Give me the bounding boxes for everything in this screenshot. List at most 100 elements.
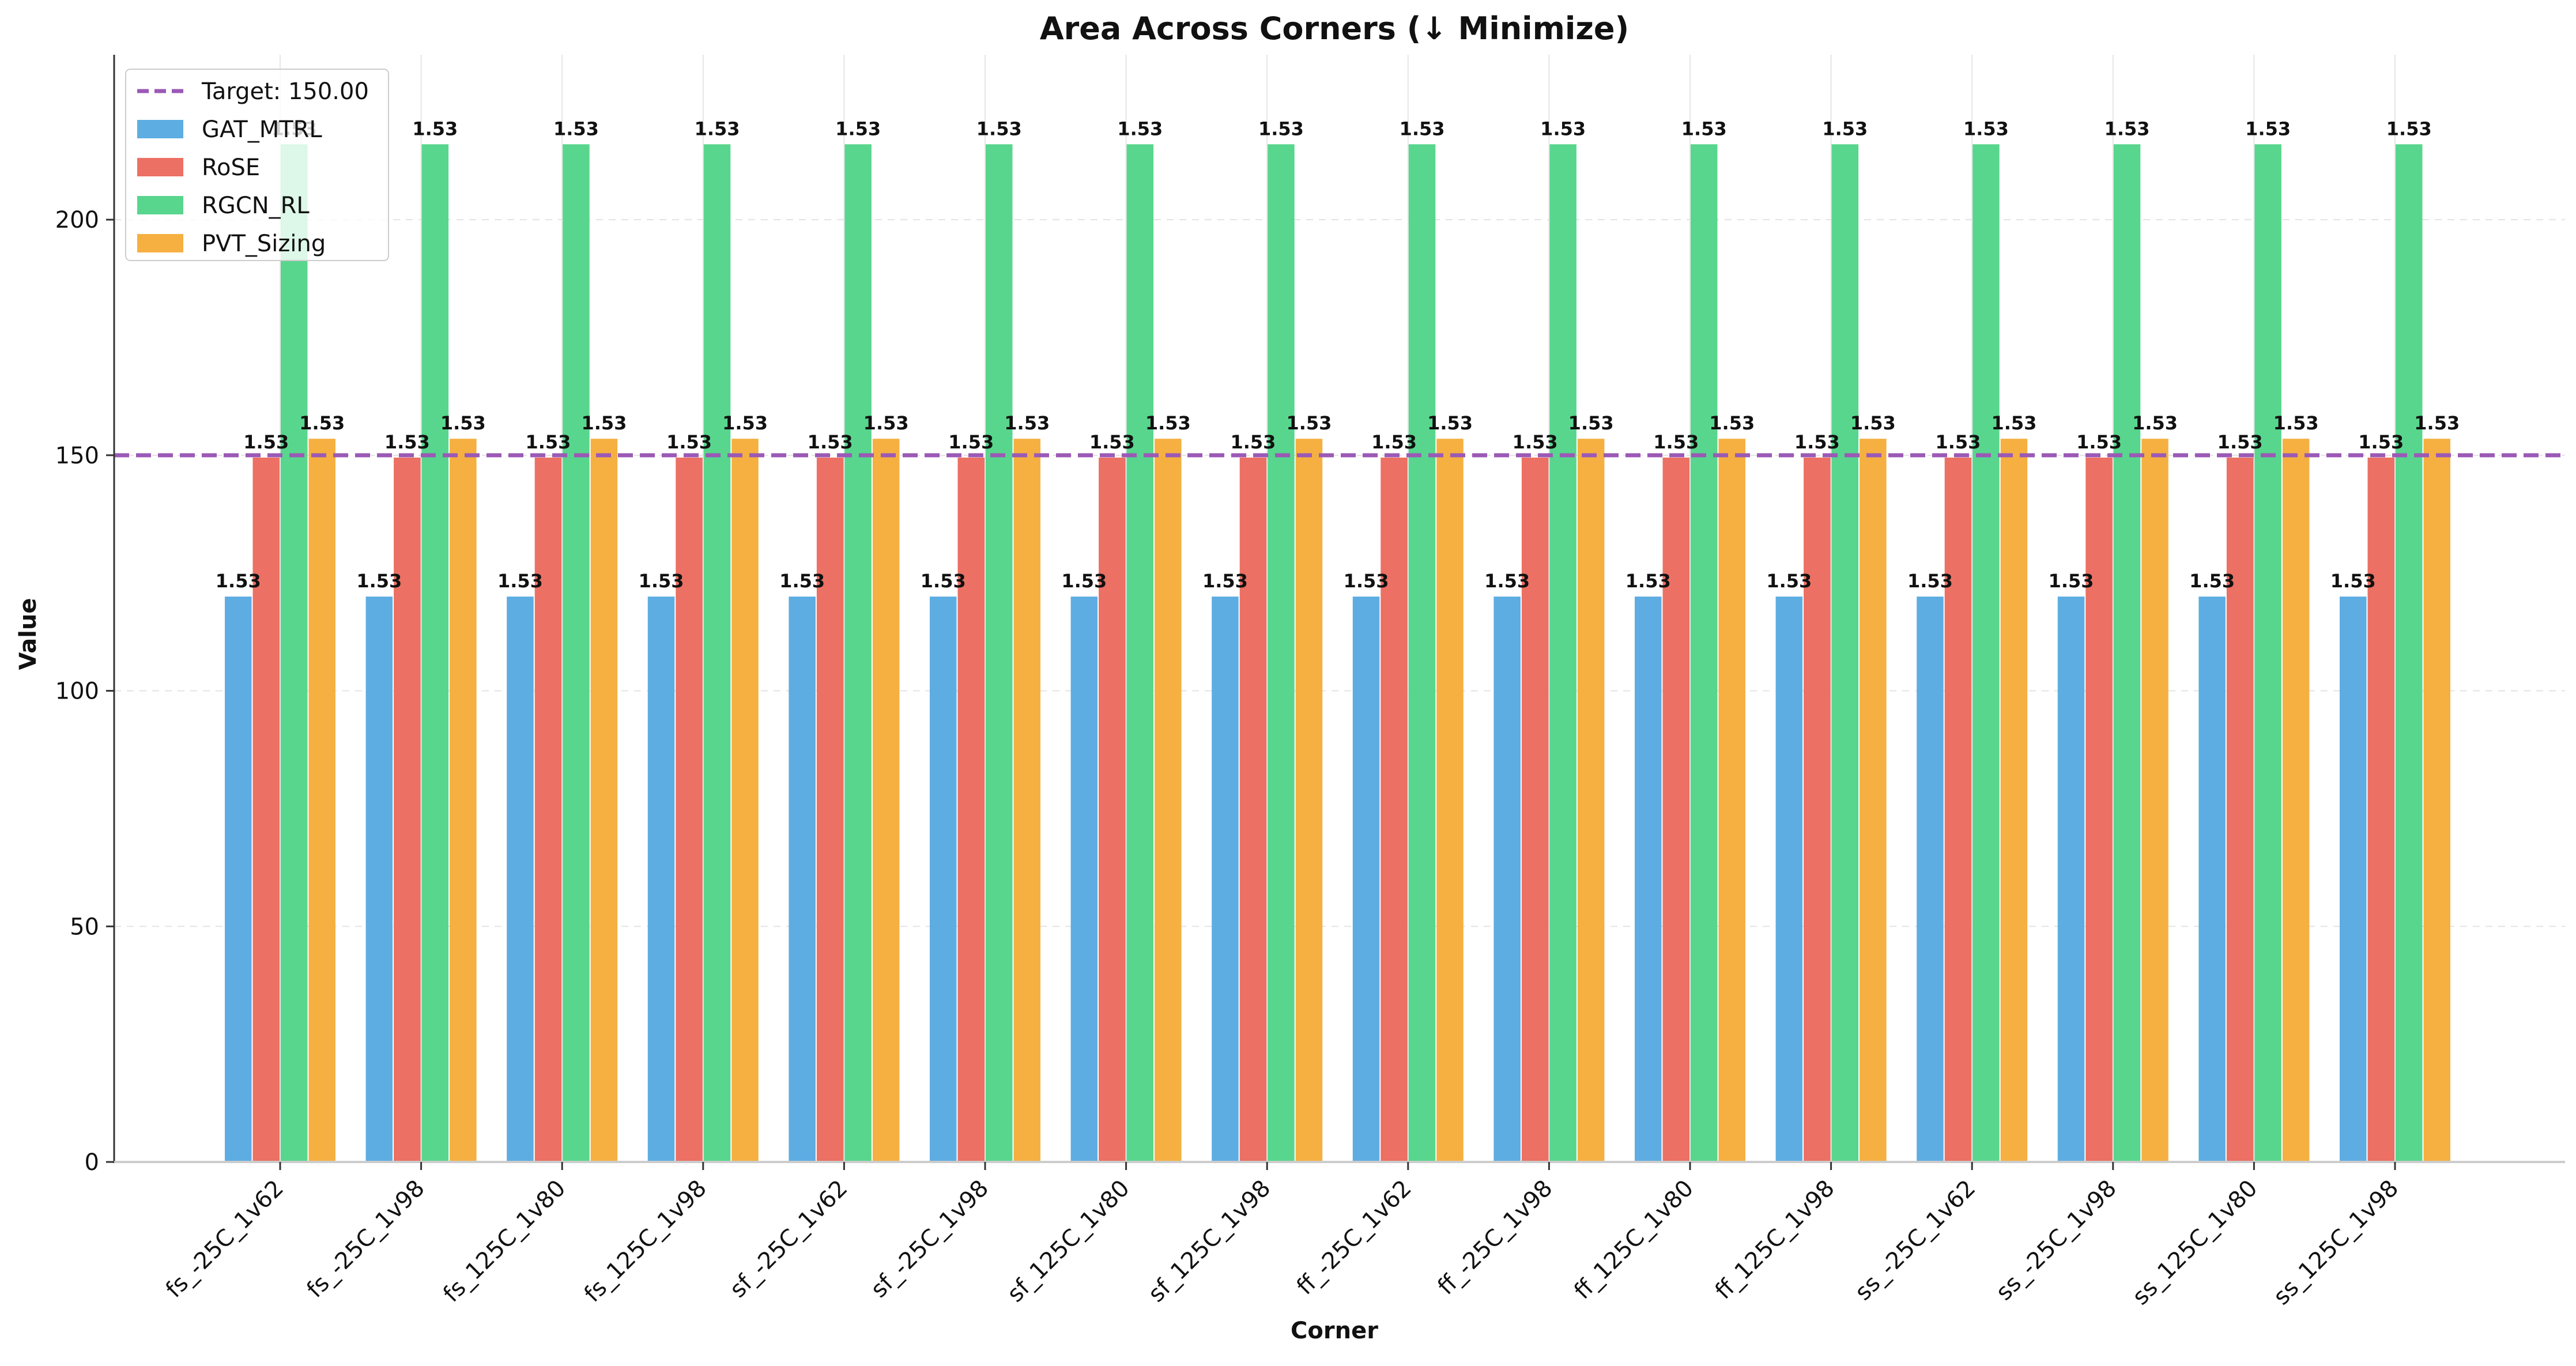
legend-label-rose: RoSE	[202, 154, 260, 181]
y-tick-label: 200	[55, 207, 99, 233]
bar-value-label: 1.53	[1681, 118, 1727, 139]
bar-gat_mtrl	[1493, 597, 1521, 1162]
x-tick-label: sf_-25C_1v62	[725, 1175, 853, 1303]
bar-rose	[816, 457, 844, 1162]
y-tick-label: 100	[55, 678, 99, 705]
bar-value-label: 1.53	[808, 431, 853, 453]
bar-value-label: 1.53	[1513, 431, 1558, 453]
x-tick-label: ss_-25C_1v98	[1991, 1175, 2122, 1306]
x-tick-label: sf_-25C_1v98	[866, 1175, 994, 1303]
bar-rgcn_rl	[703, 144, 731, 1162]
legend: Target: 150.00 GAT_MTRL RoSE RGCN_RL PVT_Siz…	[125, 69, 389, 261]
bar-pvt_sizing	[731, 439, 759, 1162]
bar-value-label: 1.53	[2049, 570, 2094, 592]
bar-value-label: 1.53	[1089, 431, 1135, 453]
bar-rgcn_rl	[1691, 144, 1718, 1162]
bar-gat_mtrl	[1212, 597, 1239, 1162]
bar-value-label: 1.53	[921, 570, 966, 592]
bar-gat_mtrl	[507, 597, 534, 1162]
x-tick-label: fs_-25C_1v62	[161, 1175, 289, 1303]
bar-value-label: 1.53	[1400, 118, 1445, 139]
bar-value-label: 1.53	[2076, 431, 2122, 453]
axes	[113, 55, 2565, 1163]
gridlines	[114, 55, 2565, 1162]
bar-pvt_sizing	[2000, 439, 2028, 1162]
bar-rose	[252, 457, 280, 1162]
bar-value-label: 1.53	[1145, 412, 1191, 434]
bar-pvt_sizing	[1295, 439, 1323, 1162]
bar-value-label: 1.53	[1061, 570, 1107, 592]
bar-pvt_sizing	[872, 439, 900, 1162]
bar-value-label: 1.53	[639, 570, 684, 592]
y-tick-label: 150	[55, 443, 99, 469]
legend-target-label: Target: 150.00	[201, 78, 369, 105]
bar-value-label: 1.53	[2104, 118, 2150, 139]
legend-swatch-gat_mtrl	[137, 120, 183, 138]
bar-gat_mtrl	[930, 597, 957, 1162]
bar-pvt_sizing	[1155, 439, 1182, 1162]
bar-value-label: 1.53	[412, 118, 458, 139]
bar-rose	[1381, 457, 1408, 1162]
bar-value-label: 1.53	[1484, 570, 1530, 592]
bar-rose	[1099, 457, 1126, 1162]
bar-value-label: 1.53	[356, 570, 402, 592]
bar-value-label: 1.53	[384, 431, 430, 453]
x-tick-label: ss_125C_1v80	[2128, 1175, 2263, 1311]
bar-value-label: 1.53	[497, 570, 543, 592]
legend-swatch-rgcn_rl	[137, 196, 183, 214]
bar-value-label: 1.53	[243, 431, 289, 453]
bar-pvt_sizing	[1577, 439, 1605, 1162]
bar-rgcn_rl	[421, 144, 449, 1162]
bar-rgcn_rl	[1126, 144, 1154, 1162]
bar-gat_mtrl	[1070, 597, 1098, 1162]
bar-rose	[676, 457, 703, 1162]
bar-rgcn_rl	[281, 144, 308, 1162]
bar-value-label: 1.53	[779, 570, 825, 592]
bar-value-label: 1.53	[2132, 412, 2178, 434]
bar-pvt_sizing	[2141, 439, 2168, 1162]
bar-value-labels: 1.53 1.53 1.53 1.53 1.53 1.53 1.53 1.53 1.53 1.53…	[216, 118, 2460, 592]
bar-value-label: 1.53	[1963, 118, 2009, 139]
bar-value-label: 1.53	[1427, 412, 1473, 434]
bar-rose	[2085, 457, 2113, 1162]
bar-rgcn_rl	[1549, 144, 1576, 1162]
bar-value-label: 1.53	[1344, 570, 1389, 592]
bar-value-label: 1.53	[299, 412, 345, 434]
bar-pvt_sizing	[308, 439, 335, 1162]
bar-rgcn_rl	[844, 144, 872, 1162]
legend-label-gat_mtrl: GAT_MTRL	[202, 116, 322, 143]
bar-gat_mtrl	[1775, 597, 1803, 1162]
x-tick-label: ff_-25C_1v62	[1292, 1175, 1417, 1300]
bar-value-label: 1.53	[2245, 118, 2291, 139]
x-tick-label: ss_-25C_1v62	[1850, 1175, 1981, 1306]
x-tick-label: ff_-25C_1v98	[1432, 1175, 1557, 1300]
bar-pvt_sizing	[2423, 439, 2450, 1162]
bar-value-label: 1.53	[1766, 570, 1812, 592]
bar-pvt_sizing	[590, 439, 618, 1162]
bar-rgcn_rl	[1972, 144, 2000, 1162]
bar-value-label: 1.53	[1202, 570, 1248, 592]
bar-value-label: 1.53	[1709, 412, 1755, 434]
bar-pvt_sizing	[1013, 439, 1040, 1162]
chart-title: Area Across Corners (↓ Minimize)	[1040, 10, 1629, 47]
bar-pvt_sizing	[1436, 439, 1464, 1162]
bar-rose	[1239, 457, 1267, 1162]
bar-value-label: 1.53	[1625, 570, 1671, 592]
y-tick-label: 50	[70, 914, 99, 940]
bar-value-label: 1.53	[2358, 431, 2404, 453]
x-axis-label: Corner	[1291, 1318, 1378, 1344]
bar-gat_mtrl	[789, 597, 816, 1162]
bar-rgcn_rl	[1408, 144, 1436, 1162]
bar-value-label: 1.53	[440, 412, 486, 434]
bar-value-label: 1.53	[863, 412, 909, 434]
bar-value-label: 1.53	[1371, 431, 1417, 453]
bar-rose	[2367, 457, 2394, 1162]
x-tick-label: fs_-25C_1v98	[301, 1175, 429, 1303]
bar-rgcn_rl	[1268, 144, 1295, 1162]
bar-value-label: 1.53	[1653, 431, 1699, 453]
bar-gat_mtrl	[647, 597, 675, 1162]
bar-gat_mtrl	[1352, 597, 1380, 1162]
bars	[225, 144, 2450, 1162]
bar-rgcn_rl	[986, 144, 1013, 1162]
legend-swatch-pvt_sizing	[137, 234, 183, 252]
